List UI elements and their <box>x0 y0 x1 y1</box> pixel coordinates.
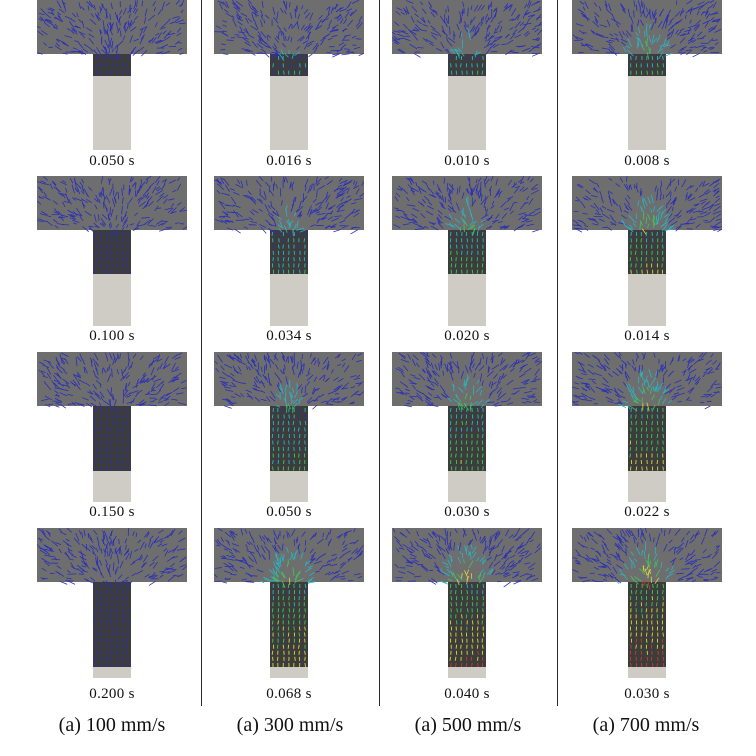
velocity-arrows <box>392 0 542 75</box>
velocity-arrows <box>393 176 541 274</box>
simulation-frame <box>37 352 187 504</box>
flow-field-svg <box>37 176 187 326</box>
flow-field-svg <box>392 352 542 502</box>
velocity-arrows <box>214 528 364 668</box>
velocity-arrows <box>572 176 722 274</box>
simulation-frame <box>37 0 187 152</box>
velocity-arrows <box>392 528 542 668</box>
simulation-frame <box>37 528 187 680</box>
filled-cavity <box>628 54 666 76</box>
flow-field-svg <box>572 176 722 326</box>
simulation-frame <box>572 528 722 680</box>
flow-field-svg <box>214 0 364 150</box>
time-label: 0.200 s <box>89 686 135 702</box>
flow-field-svg <box>37 352 187 502</box>
runner-fluid <box>392 0 542 54</box>
flow-field-svg <box>37 528 187 678</box>
flow-field-svg <box>37 0 187 150</box>
simulation-frame <box>572 352 722 504</box>
velocity-arrows <box>572 0 722 75</box>
velocity-arrows <box>37 0 186 75</box>
time-label: 0.050 s <box>266 504 312 520</box>
simulation-frame <box>214 176 364 328</box>
simulation-frame <box>214 352 364 504</box>
flow-field-svg <box>214 528 364 678</box>
flow-field-svg <box>392 528 542 678</box>
velocity-arrows <box>395 352 542 471</box>
flow-field-svg <box>392 0 542 150</box>
column-divider <box>379 0 380 706</box>
flow-field-svg <box>214 176 364 326</box>
time-label: 0.050 s <box>89 153 135 169</box>
column-divider <box>201 0 202 706</box>
column-divider <box>557 0 558 706</box>
time-label: 0.014 s <box>624 328 670 344</box>
column-label-500: (a) 500 mm/s <box>414 714 522 736</box>
time-label: 0.030 s <box>444 504 490 520</box>
runner-fluid <box>572 528 722 582</box>
simulation-frame <box>572 0 722 152</box>
filled-cavity <box>448 54 486 76</box>
simulation-frame <box>37 176 187 328</box>
filled-cavity <box>448 406 486 471</box>
time-label: 0.100 s <box>89 328 135 344</box>
simulation-frame <box>214 528 364 680</box>
time-label: 0.150 s <box>89 504 135 520</box>
flow-field-svg <box>572 352 722 502</box>
time-label: 0.016 s <box>266 153 312 169</box>
time-label: 0.020 s <box>444 328 490 344</box>
velocity-arrows <box>214 0 364 75</box>
simulation-frame <box>572 176 722 328</box>
flow-field-svg <box>392 176 542 326</box>
column-label-300: (a) 300 mm/s <box>236 714 344 736</box>
time-label: 0.010 s <box>444 153 490 169</box>
time-label: 0.040 s <box>444 686 490 702</box>
velocity-arrows <box>37 176 187 274</box>
simulation-frame <box>214 0 364 152</box>
flow-field-svg <box>572 0 722 150</box>
velocity-arrows <box>572 528 721 668</box>
simulation-frame <box>392 176 542 328</box>
time-label: 0.030 s <box>624 686 670 702</box>
velocity-arrows <box>37 528 187 668</box>
time-label: 0.034 s <box>266 328 312 344</box>
flow-field-svg <box>214 352 364 502</box>
time-label: 0.008 s <box>624 153 670 169</box>
simulation-frame <box>392 0 542 152</box>
column-label-700: (a) 700 mm/s <box>592 714 700 736</box>
time-label: 0.022 s <box>624 504 670 520</box>
column-label-100: (a) 100 mm/s <box>58 714 166 736</box>
velocity-arrows <box>38 352 187 471</box>
simulation-frame <box>392 352 542 504</box>
time-label: 0.068 s <box>266 686 312 702</box>
velocity-arrows <box>572 352 722 471</box>
simulation-frame <box>392 528 542 680</box>
runner-fluid <box>572 176 722 230</box>
flow-field-svg <box>572 528 722 678</box>
runner-fluid <box>214 528 364 582</box>
velocity-arrows <box>214 352 364 471</box>
velocity-arrows <box>214 176 364 274</box>
